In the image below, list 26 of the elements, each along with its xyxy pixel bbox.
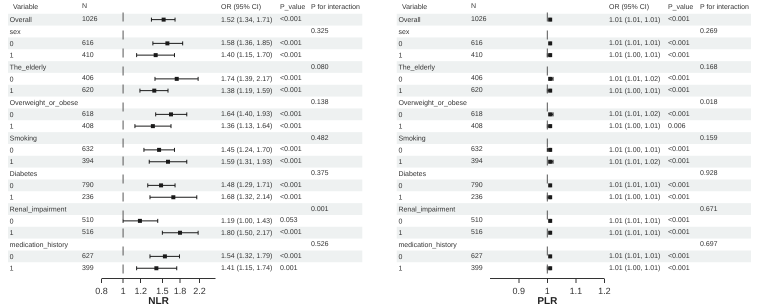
point [157, 148, 162, 152]
x-tick-label: 0.8 [95, 286, 108, 296]
point [152, 88, 156, 93]
x-tick-label: 1 [120, 286, 126, 296]
x-axis-title: NLR [148, 296, 170, 307]
x-tick-label: 1.5 [156, 286, 169, 296]
point [154, 266, 158, 270]
x-tick-label: 0.9 [512, 286, 526, 296]
x-tick-label: 1.2 [134, 286, 147, 296]
x-tick-label: 1 [544, 286, 550, 296]
x-tick-label: 1.1 [570, 286, 582, 296]
x-axis-title: PLR [537, 296, 558, 307]
point [162, 18, 166, 22]
x-tick-label: 1.2 [598, 286, 611, 296]
point [154, 53, 158, 58]
point [171, 195, 176, 200]
point [169, 112, 173, 116]
x-tick-label: 2.2 [193, 286, 206, 296]
point [150, 124, 155, 128]
x-tick-label: 1.8 [174, 286, 186, 296]
point [166, 160, 170, 164]
point [159, 183, 164, 188]
point [178, 230, 182, 235]
point [162, 254, 167, 258]
point [174, 76, 179, 81]
point [165, 41, 170, 46]
